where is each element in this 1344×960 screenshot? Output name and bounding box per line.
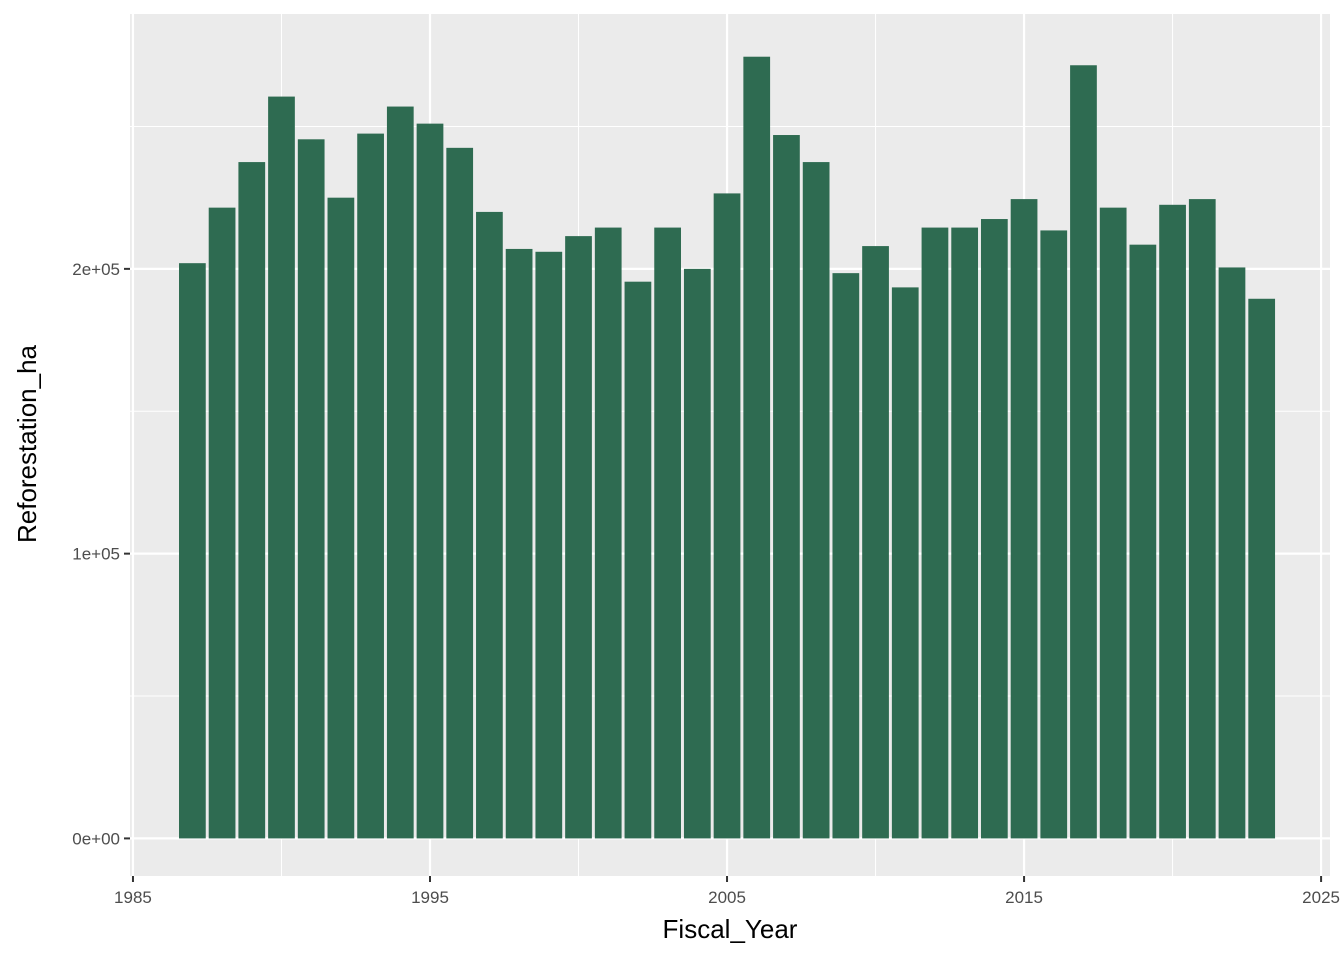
bar-1995 (416, 123, 444, 839)
bar-2009 (832, 273, 860, 839)
bars (179, 56, 1276, 839)
bar-2004 (683, 268, 711, 839)
bar-2015 (1010, 199, 1038, 839)
y-tick-label: 2e+05 (72, 260, 120, 279)
y-tick-label: 0e+00 (72, 829, 120, 848)
y-tick-label: 1e+05 (72, 545, 120, 564)
bar-2005 (713, 193, 741, 839)
bar-2021 (1188, 199, 1216, 839)
y-axis: 0e+00 1e+05 2e+05 (72, 260, 130, 848)
bar-1997 (476, 211, 503, 839)
x-tick-label: 2025 (1302, 888, 1340, 907)
y-axis-title: Reforestation_ha (12, 344, 42, 543)
bar-1996 (446, 147, 474, 839)
bar-2018 (1099, 207, 1127, 839)
bar-2000 (565, 236, 592, 839)
bar-2007 (773, 135, 800, 839)
bar-2001 (594, 227, 622, 839)
x-tick-label: 2015 (1005, 888, 1043, 907)
bar-2010 (862, 246, 889, 839)
bar-2014 (980, 219, 1008, 839)
bar-2023 (1248, 298, 1276, 839)
bar-1999 (535, 251, 563, 839)
bar-1991 (297, 139, 325, 839)
x-tick-label: 1985 (114, 888, 152, 907)
x-tick-label: 1995 (411, 888, 449, 907)
bar-2008 (802, 162, 830, 839)
bar-2017 (1070, 65, 1097, 839)
bar-1993 (357, 133, 384, 839)
bar-1992 (327, 197, 355, 839)
bar-1990 (268, 96, 295, 839)
bar-1987 (179, 263, 206, 839)
bar-2003 (654, 227, 681, 839)
bar-1989 (238, 162, 266, 839)
bar-2013 (951, 227, 979, 839)
x-axis: 1985 1995 2005 2015 2025 (114, 876, 1340, 907)
bar-2019 (1129, 244, 1157, 839)
bar-2022 (1218, 267, 1246, 839)
bar-2002 (624, 281, 652, 839)
bar-1994 (386, 106, 414, 839)
bar-2006 (743, 56, 771, 839)
bar-1998 (505, 248, 533, 839)
bar-2016 (1040, 230, 1068, 839)
bar-1988 (208, 207, 236, 839)
bar-2011 (891, 287, 919, 839)
x-tick-label: 2005 (708, 888, 746, 907)
x-axis-title: Fiscal_Year (663, 914, 798, 944)
bar-2012 (921, 227, 949, 839)
bar-2020 (1159, 204, 1186, 839)
